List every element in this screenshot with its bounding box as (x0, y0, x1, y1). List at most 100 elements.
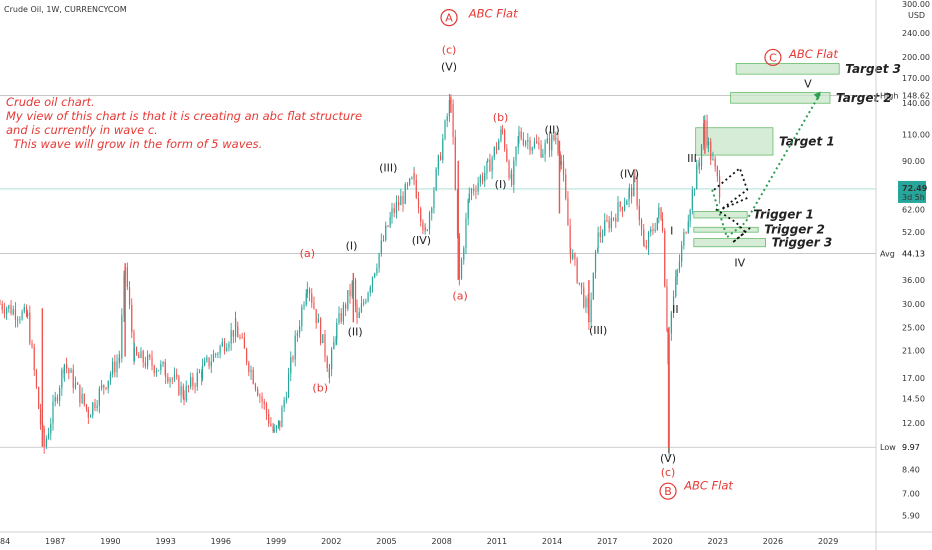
zone-label: Trigger 2 (764, 223, 825, 237)
candle-body (479, 176, 481, 184)
candle-body (624, 204, 626, 211)
candle-body (365, 301, 367, 303)
zone-label: Target 1 (779, 134, 835, 148)
candle-body (444, 120, 446, 139)
candle-body (315, 309, 317, 323)
price-axis: 300.00 240.00 200.00 170.00 140.00 110.00 90.0… (875, 0, 930, 550)
projection-path-black (715, 208, 752, 244)
candle-body (232, 330, 234, 337)
candle-body (612, 217, 615, 219)
candle-body (356, 305, 358, 318)
candle-body (647, 232, 650, 248)
candle-body (617, 202, 619, 222)
candle-body (206, 357, 208, 361)
candle-body (38, 387, 40, 409)
candle-body (35, 369, 38, 388)
candle-body (96, 405, 98, 408)
wave-label: (c) (442, 44, 457, 57)
candle-body (487, 159, 489, 162)
y-tick-label: 110.00 (902, 131, 930, 140)
candle-body (467, 199, 469, 219)
candle-body (458, 235, 460, 279)
wave-label: (IV) (620, 168, 639, 181)
candle-body (626, 200, 628, 205)
candle-body (661, 218, 664, 231)
y-tick-label: 9.97 (902, 443, 920, 452)
candle-body (169, 378, 171, 382)
candle-body (601, 235, 604, 237)
candle-body (664, 230, 666, 287)
candle-body (133, 347, 135, 362)
candle-body (615, 218, 617, 222)
candle-body (559, 153, 561, 165)
candle-body (555, 138, 557, 140)
candle-body (183, 397, 185, 401)
candle-body (281, 407, 283, 428)
candle-body (504, 130, 506, 149)
candle-body (536, 141, 538, 144)
wave-label: (III) (379, 161, 397, 174)
candle-body (340, 313, 342, 322)
candle-body (606, 220, 608, 222)
candle-body (192, 377, 194, 386)
candle-body (254, 383, 257, 390)
wave-label: (b) (493, 111, 509, 124)
x-tick-label: 2020 (652, 537, 672, 546)
y-tick-label: 200.00 (902, 53, 930, 62)
wave-labels: A ABC Flat(c)(V)(b)(II)(III)(I)(IV)III(IV… (300, 7, 838, 500)
candle-body (484, 172, 486, 182)
wave-label: B (664, 485, 672, 498)
candle-body (160, 363, 162, 371)
candle-body (576, 258, 578, 283)
y-tick-label: 240.00 (902, 29, 930, 38)
candle-body (243, 337, 245, 349)
candle-body (435, 168, 437, 191)
candle-body (678, 261, 681, 271)
y-tick-label: 7.00 (902, 489, 920, 498)
candle-body (380, 240, 382, 254)
candle-body (248, 362, 250, 373)
candle-body (290, 357, 292, 374)
candle-body (460, 259, 463, 279)
candle-body (296, 333, 298, 336)
projection-path-black (713, 166, 750, 211)
candle-body (369, 287, 371, 293)
candle-body (164, 361, 166, 376)
candle-body (63, 364, 66, 374)
candle-body (105, 387, 107, 389)
candle-body (712, 158, 714, 161)
candle-body (94, 402, 96, 408)
candle-body (439, 155, 442, 160)
candle-body (308, 289, 311, 294)
candle-body (27, 312, 29, 317)
y-currency-label: USD (908, 11, 925, 20)
candle-body (448, 99, 451, 117)
candle-body (590, 299, 592, 323)
candle-body (358, 312, 360, 318)
analysis-note: Crude oil chart. My view of this chart i… (6, 95, 362, 151)
candle-body (363, 302, 365, 304)
candle-body (378, 253, 380, 268)
projection-path-green (711, 92, 822, 239)
candle-body (140, 351, 142, 359)
candle-body (553, 135, 555, 140)
candle-body (83, 393, 85, 405)
wave-label: (I) (495, 178, 507, 191)
candle-body (404, 184, 406, 204)
candle-body (176, 374, 178, 377)
marker-value: 148.62 (902, 91, 930, 100)
candle-body (39, 408, 42, 425)
candle-body (72, 369, 74, 388)
pattern-label: ABC Flat (788, 47, 838, 61)
candle-body (285, 397, 287, 401)
candle-body (116, 361, 118, 373)
y-tick-label: 14.50 (902, 394, 925, 403)
candle-body (77, 383, 79, 385)
candle-body (331, 349, 333, 370)
y-tick-label: 52.00 (902, 228, 925, 237)
candle-body (263, 401, 265, 404)
projection-layer (711, 91, 822, 244)
candle-body (562, 161, 565, 175)
